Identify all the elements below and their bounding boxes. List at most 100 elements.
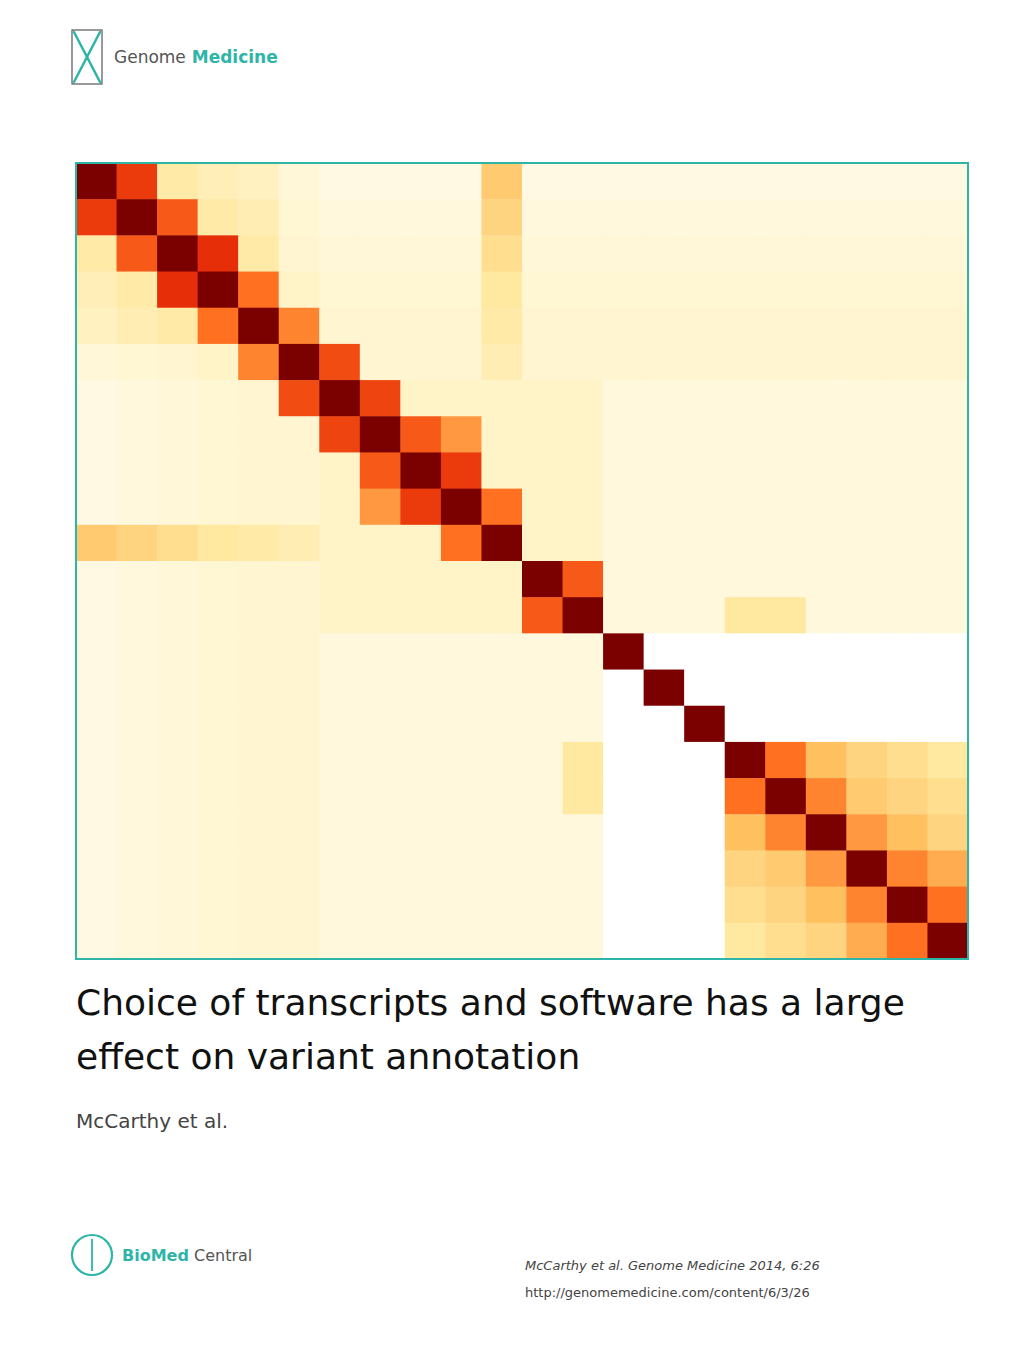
heatmap-cell: [157, 887, 198, 924]
heatmap-cell: [198, 706, 239, 743]
heatmap-cell: [563, 416, 604, 453]
heatmap-cell: [846, 163, 887, 200]
heatmap-cell: [198, 525, 239, 562]
heatmap-cell: [198, 235, 239, 272]
heatmap-cell: [400, 489, 441, 526]
heatmap-cell: [887, 308, 928, 345]
heatmap-cell: [644, 344, 685, 381]
heatmap-cell: [725, 272, 766, 309]
heatmap-cell: [684, 670, 725, 707]
heatmap-cell: [684, 489, 725, 526]
heatmap-cell: [76, 561, 117, 598]
heatmap-cell: [198, 163, 239, 200]
heatmap-cell: [279, 706, 320, 743]
heatmap-cell: [117, 633, 158, 670]
heatmap-cell: [806, 163, 847, 200]
heatmap-cell: [360, 633, 401, 670]
heatmap-cell: [603, 597, 644, 634]
heatmap-cell: [765, 163, 806, 200]
heatmap-cell: [846, 850, 887, 887]
heatmap-cell: [441, 380, 482, 417]
heatmap-cell: [279, 452, 320, 489]
heatmap-cell: [684, 452, 725, 489]
heatmap-cell: [806, 308, 847, 345]
heatmap-cell: [76, 489, 117, 526]
heatmap-cell: [603, 235, 644, 272]
heatmap-cell: [644, 887, 685, 924]
heatmap-cell: [319, 923, 360, 959]
heatmap-cell: [279, 597, 320, 634]
heatmap-cell: [887, 742, 928, 779]
heatmap-cell: [481, 163, 522, 200]
heatmap-cell: [400, 850, 441, 887]
heatmap-cell: [522, 489, 563, 526]
heatmap-cell: [684, 416, 725, 453]
heatmap-cell: [76, 235, 117, 272]
heatmap-cell: [279, 272, 320, 309]
heatmap-cell: [563, 778, 604, 815]
heatmap-cell: [400, 416, 441, 453]
heatmap-cell: [76, 344, 117, 381]
heatmap-cell: [360, 561, 401, 598]
heatmap-cell: [238, 778, 279, 815]
heatmap-cell: [644, 235, 685, 272]
heatmap-cell: [887, 923, 928, 959]
heatmap-cell: [157, 814, 198, 851]
heatmap-cell: [846, 561, 887, 598]
heatmap-cell: [563, 235, 604, 272]
heatmap-cell: [725, 597, 766, 634]
heatmap-cell: [441, 561, 482, 598]
heatmap-cell: [76, 923, 117, 959]
heatmap-cell: [279, 235, 320, 272]
heatmap-cell: [117, 561, 158, 598]
heatmap-cell: [238, 923, 279, 959]
heatmap-cell: [765, 778, 806, 815]
heatmap-cell: [846, 308, 887, 345]
heatmap-cell: [603, 452, 644, 489]
heatmap-cell: [887, 814, 928, 851]
heatmap-cell: [806, 416, 847, 453]
heatmap-cell: [441, 163, 482, 200]
heatmap-cell: [806, 561, 847, 598]
heatmap-cell: [522, 561, 563, 598]
heatmap-cell: [481, 199, 522, 236]
heatmap-cell: [927, 814, 968, 851]
heatmap-cell: [198, 742, 239, 779]
heatmap-cell: [279, 814, 320, 851]
heatmap-cell: [563, 633, 604, 670]
heatmap-cell: [198, 416, 239, 453]
heatmap-cell: [563, 308, 604, 345]
heatmap-cells: [76, 163, 968, 959]
heatmap-cell: [806, 887, 847, 924]
heatmap-cell: [400, 814, 441, 851]
heatmap-cell: [157, 489, 198, 526]
heatmap-cell: [644, 814, 685, 851]
heatmap-cell: [806, 814, 847, 851]
heatmap-cell: [887, 416, 928, 453]
publisher-name-part: BioMed: [122, 1246, 189, 1265]
heatmap-cell: [157, 742, 198, 779]
heatmap-cell: [441, 489, 482, 526]
heatmap-cell: [603, 633, 644, 670]
heatmap-cell: [198, 850, 239, 887]
heatmap-cell: [522, 416, 563, 453]
heatmap-cell: [887, 561, 928, 598]
heatmap-cell: [319, 308, 360, 345]
heatmap-cell: [927, 597, 968, 634]
heatmap-cell: [522, 525, 563, 562]
heatmap-cell: [238, 489, 279, 526]
title: Choice of transcripts and software has a…: [76, 982, 905, 1023]
heatmap-cell: [522, 597, 563, 634]
heatmap-cell: [238, 235, 279, 272]
heatmap-cell: [644, 561, 685, 598]
heatmap-cell: [360, 923, 401, 959]
heatmap-cell: [644, 633, 685, 670]
heatmap-cell: [238, 814, 279, 851]
heatmap-cell: [684, 923, 725, 959]
heatmap-cell: [279, 887, 320, 924]
heatmap-cell: [400, 670, 441, 707]
heatmap-cell: [360, 308, 401, 345]
heatmap-cell: [198, 380, 239, 417]
heatmap-cell: [806, 489, 847, 526]
journal-name-part: Genome: [114, 47, 186, 67]
